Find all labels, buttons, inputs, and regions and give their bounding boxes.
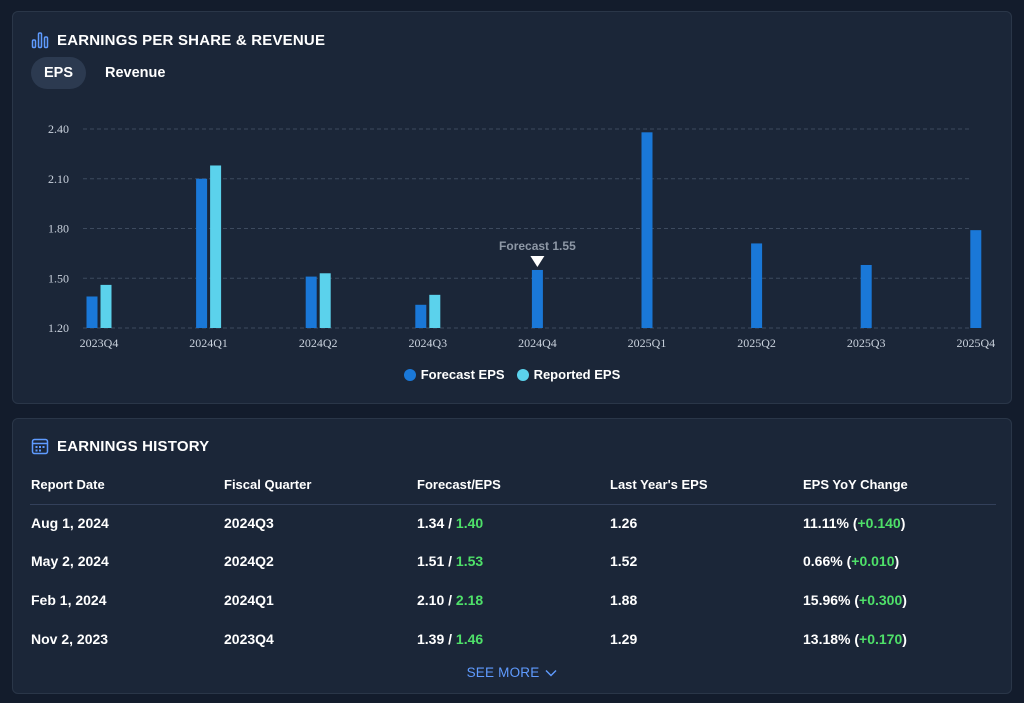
earnings-history-table: Report Date Fiscal Quarter Forecast/EPS …	[30, 477, 996, 658]
column-header-last-year-eps: Last Year's EPS	[609, 477, 802, 505]
x-tick-label: 2024Q1	[189, 336, 228, 350]
eps-revenue-card: EARNINGS PER SHARE & REVENUE EPS Revenue…	[12, 11, 1012, 404]
forecast-value: 1.51	[417, 552, 445, 569]
reported-value: 1.40	[455, 514, 484, 531]
cell-report-date: Feb 1, 2024	[31, 591, 107, 608]
x-tick-label: 2023Q4	[80, 336, 119, 350]
yoy-percent: 11.11%	[803, 514, 849, 531]
y-tick-label: 1.20	[48, 321, 69, 335]
calendar-icon	[31, 437, 49, 455]
cell-last-year-eps: 1.52	[610, 552, 638, 569]
y-tick-label: 1.80	[48, 222, 69, 236]
column-header-eps-yoy-change: EPS YoY Change	[802, 477, 996, 505]
x-tick-label: 2024Q2	[299, 336, 338, 350]
bar-forecast-2024Q3[interactable]	[415, 304, 427, 328]
reported-value: 1.46	[455, 630, 484, 647]
yoy-percent: 13.18%	[803, 630, 851, 647]
x-tick-label: 2024Q3	[408, 336, 447, 350]
cell-yoy-change: 15.96% (+0.300)	[803, 591, 907, 608]
x-tick-label: 2025Q1	[628, 336, 667, 350]
bar-forecast-2025Q1[interactable]	[641, 132, 653, 328]
y-tick-label: 2.40	[48, 122, 69, 136]
bar-forecast-2024Q4[interactable]	[531, 269, 543, 328]
table-header-row: Report Date Fiscal Quarter Forecast/EPS …	[30, 477, 996, 505]
table-row: Nov 2, 2023 2023Q4 1.39 / 1.46 1.29 13.1…	[30, 619, 996, 658]
bar-forecast-2025Q2[interactable]	[751, 243, 763, 328]
bar-reported-2024Q2[interactable]	[319, 273, 331, 328]
chevron-down-icon	[545, 665, 557, 680]
chart-tabs: EPS Revenue	[31, 57, 178, 89]
chart-header: EARNINGS PER SHARE & REVENUE	[31, 31, 325, 49]
cell-last-year-eps: 1.26	[610, 514, 638, 531]
history-title: EARNINGS HISTORY	[57, 437, 210, 455]
bar-forecast-2024Q1[interactable]	[196, 178, 208, 328]
cell-forecast-eps: 1.51 / 1.53	[417, 552, 484, 569]
yoy-absolute: +0.170	[859, 630, 903, 647]
chart-title: EARNINGS PER SHARE & REVENUE	[57, 31, 326, 49]
tab-revenue[interactable]: Revenue	[105, 65, 166, 81]
legend-reported-swatch	[516, 368, 529, 381]
yoy-absolute: +0.010	[851, 552, 895, 569]
cell-report-date: May 2, 2024	[31, 552, 109, 569]
x-tick-label: 2024Q4	[518, 336, 557, 350]
cell-last-year-eps: 1.29	[610, 630, 638, 647]
bar-reported-2024Q1[interactable]	[210, 165, 222, 328]
table-row: Aug 1, 2024 2024Q3 1.34 / 1.40 1.26 11.1…	[30, 504, 996, 541]
cell-yoy-change: 0.66% (+0.010)	[803, 552, 900, 569]
cell-last-year-eps: 1.88	[610, 591, 638, 608]
column-header-fiscal-quarter: Fiscal Quarter	[223, 477, 416, 505]
earnings-history-card: EARNINGS HISTORY Report Date Fiscal Quar…	[12, 418, 1012, 694]
bar-forecast-2025Q3[interactable]	[860, 264, 872, 328]
chart-legend: Forecast EPS Reported EPS	[13, 367, 1011, 382]
history-header: EARNINGS HISTORY	[31, 437, 209, 455]
legend-reported-label: Reported EPS	[533, 367, 621, 382]
cell-forecast-eps: 1.34 / 1.40	[417, 514, 484, 531]
bar-forecast-2025Q4[interactable]	[970, 230, 982, 328]
cell-report-date: Nov 2, 2023	[31, 630, 109, 647]
yoy-absolute: +0.300	[859, 591, 903, 608]
annotation-marker-icon	[530, 255, 545, 267]
cell-fiscal-quarter: 2024Q3	[224, 514, 274, 531]
column-header-report-date: Report Date	[30, 477, 223, 505]
reported-value: 1.53	[455, 552, 484, 569]
y-tick-label: 1.50	[48, 271, 69, 285]
legend-forecast-eps[interactable]: Forecast EPS	[403, 367, 505, 382]
cell-yoy-change: 11.11% (+0.140)	[803, 514, 906, 531]
reported-value: 2.18	[455, 591, 484, 608]
yoy-percent: 0.66%	[803, 552, 843, 569]
cell-forecast-eps: 1.39 / 1.46	[417, 630, 484, 647]
y-tick-label: 2.10	[48, 172, 69, 186]
table-row: Feb 1, 2024 2024Q1 2.10 / 2.18 1.88 15.9…	[30, 580, 996, 619]
cell-yoy-change: 13.18% (+0.170)	[803, 630, 907, 647]
see-more-button[interactable]: SEE MORE	[13, 665, 1011, 680]
forecast-annotation: Forecast 1.55	[499, 239, 576, 253]
see-more-label: SEE MORE	[466, 665, 540, 680]
yoy-percent: 15.96%	[803, 591, 851, 608]
yoy-absolute: +0.140	[857, 514, 901, 531]
bar-forecast-2023Q4[interactable]	[86, 296, 98, 328]
x-tick-label: 2025Q4	[956, 336, 995, 350]
bar-reported-2024Q3[interactable]	[429, 294, 441, 328]
column-header-forecast-eps: Forecast/EPS	[416, 477, 609, 505]
legend-reported-eps[interactable]: Reported EPS	[516, 367, 621, 382]
cell-fiscal-quarter: 2024Q1	[224, 591, 274, 608]
bar-forecast-2024Q2[interactable]	[305, 276, 317, 328]
cell-forecast-eps: 2.10 / 2.18	[417, 591, 484, 608]
tab-eps[interactable]: EPS	[31, 57, 87, 89]
eps-bar-chart: 1.20 1.50 1.80 2.10 2.40 2023Q4 2024Q1 2024Q2 20…	[48, 122, 995, 350]
x-tick-label: 2025Q2	[737, 336, 776, 350]
cell-report-date: Aug 1, 2024	[31, 514, 109, 531]
x-tick-label: 2025Q3	[847, 336, 886, 350]
forecast-value: 1.39	[417, 630, 445, 647]
legend-forecast-label: Forecast EPS	[420, 367, 505, 382]
cell-fiscal-quarter: 2024Q2	[224, 552, 274, 569]
bar-chart-icon	[31, 31, 49, 49]
table-row: May 2, 2024 2024Q2 1.51 / 1.53 1.52 0.66…	[30, 541, 996, 580]
cell-fiscal-quarter: 2023Q4	[224, 630, 274, 647]
legend-forecast-swatch	[403, 368, 416, 381]
forecast-value: 2.10	[417, 591, 445, 608]
bar-reported-2023Q4[interactable]	[100, 284, 112, 328]
forecast-value: 1.34	[417, 514, 445, 531]
